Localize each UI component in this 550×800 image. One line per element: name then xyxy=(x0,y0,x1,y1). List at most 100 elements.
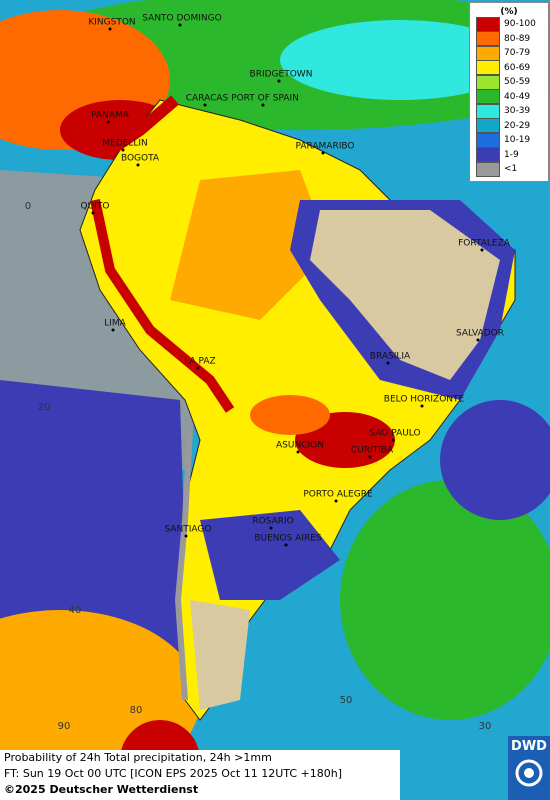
legend-swatch xyxy=(476,89,500,105)
legend-label: 50-59 xyxy=(504,77,531,88)
legend-label: 30-39 xyxy=(504,106,531,117)
city-label: PARAMARIBO xyxy=(296,142,355,152)
city-dot xyxy=(368,455,372,459)
legend-label: 70-79 xyxy=(504,48,531,59)
grid-label: 30 xyxy=(479,721,492,732)
city-dot xyxy=(203,103,207,107)
precip-area xyxy=(440,400,550,520)
dry-area xyxy=(190,600,250,710)
city-label: QUITO xyxy=(81,202,110,212)
city-label: PORT OF SPAIN xyxy=(231,94,299,104)
legend-swatch xyxy=(476,132,500,148)
legend-item: 70-79 xyxy=(470,45,548,61)
logo-icon xyxy=(515,759,543,787)
legend-item: 50-59 xyxy=(470,74,548,90)
logo-text: DWD xyxy=(511,739,547,754)
city-label: BRIDGETOWN xyxy=(250,70,313,80)
legend-label: 1-9 xyxy=(504,149,519,160)
legend-item: 40-49 xyxy=(470,89,548,105)
grid-label: 50 xyxy=(340,695,353,706)
precip-area xyxy=(250,395,330,435)
city-dot xyxy=(136,163,140,167)
city-dot xyxy=(184,534,188,538)
footer-line: Probability of 24h Total precipitation, … xyxy=(4,751,272,764)
legend-swatch xyxy=(476,45,500,61)
legend-swatch xyxy=(476,74,500,90)
city-label: ROSARIO xyxy=(252,517,293,527)
city-dot xyxy=(321,151,325,155)
city-label: LIMA xyxy=(104,319,126,329)
legend: (%) 90-100 80-89 70-79 60-69 50-59 40-49 30-39… xyxy=(469,2,549,182)
city-dot xyxy=(284,543,288,547)
city-dot xyxy=(420,404,424,408)
legend-swatch xyxy=(476,103,500,119)
city-dot xyxy=(277,79,281,83)
legend-swatch xyxy=(476,60,500,76)
legend-item: 30-39 xyxy=(470,103,548,119)
city-label: SANTO DOMINGO xyxy=(142,14,221,24)
grid-label: 0 xyxy=(25,201,31,212)
legend-swatch xyxy=(476,147,500,163)
legend-label: 80-89 xyxy=(504,33,531,44)
city-label: PORTO ALEGRE xyxy=(303,490,373,500)
precip-area xyxy=(340,480,550,720)
legend-swatch xyxy=(476,16,500,32)
city-label: KINGSTON xyxy=(88,18,135,28)
city-label: SAO PAULO xyxy=(369,429,420,439)
city-label: CARACAS xyxy=(186,94,229,104)
city-dot xyxy=(196,366,200,370)
city-dot xyxy=(334,499,338,503)
city-label: CURITIBA xyxy=(351,446,394,456)
city-label: SANTIAGO xyxy=(165,525,212,535)
city-dot xyxy=(121,148,125,152)
city-dot xyxy=(106,120,110,124)
legend-item: 80-89 xyxy=(470,31,548,47)
city-label: SALVADOR xyxy=(456,329,504,339)
city-dot xyxy=(386,361,390,365)
legend-item: 1-9 xyxy=(470,147,548,163)
grid-label: 80 xyxy=(130,705,143,716)
city-label: LA PAZ xyxy=(184,357,215,367)
city-label: BRASILIA xyxy=(370,352,411,362)
city-dot xyxy=(108,27,112,31)
legend-label: 20-29 xyxy=(504,120,531,131)
legend-swatch xyxy=(476,161,500,177)
legend-label: 60-69 xyxy=(504,62,531,73)
city-dot xyxy=(261,103,265,107)
footer-line: FT: Sun 19 Oct 00 UTC [ICON EPS 2025 Oct… xyxy=(4,767,343,780)
copyright: ©2025 Deutscher Wetterdienst xyxy=(4,783,199,796)
legend-label: 10-19 xyxy=(504,135,531,146)
city-dot xyxy=(296,450,300,454)
dry-band xyxy=(174,429,193,701)
legend-label: 90-100 xyxy=(504,19,536,30)
legend-item: 60-69 xyxy=(470,60,548,76)
precip-area xyxy=(170,170,330,320)
grid-label: 90 xyxy=(58,721,71,732)
dry-area xyxy=(310,210,500,380)
city-dot xyxy=(480,248,484,252)
city-label: BUENOS AIRES xyxy=(254,534,322,544)
legend-item: 10-19 xyxy=(470,132,548,148)
city-dot xyxy=(111,328,115,332)
legend-item: 20-29 xyxy=(470,118,548,134)
city-label: BELO HORIZONTE xyxy=(384,395,465,405)
legend-item: <1 xyxy=(470,161,548,177)
city-dot xyxy=(91,211,95,215)
footer: Probability of 24h Total precipitation, … xyxy=(0,750,400,800)
legend-label: <1 xyxy=(504,164,518,175)
legend-swatch xyxy=(476,118,500,134)
city-label: BOGOTA xyxy=(121,154,160,164)
precip-band xyxy=(90,198,235,413)
city-dot xyxy=(391,438,395,442)
city-label: ASUNCION xyxy=(276,441,324,451)
grid-label: 40 xyxy=(69,605,82,616)
grid-label: 20 xyxy=(38,402,51,413)
legend-items: 90-100 80-89 70-79 60-69 50-59 40-49 30-39 20-2… xyxy=(470,16,548,177)
precip-area xyxy=(200,510,340,600)
legend-title: (%) xyxy=(500,7,518,17)
precip-band xyxy=(106,95,179,155)
logo: DWD xyxy=(508,736,550,800)
legend-swatch xyxy=(476,31,500,47)
city-dot xyxy=(476,338,480,342)
